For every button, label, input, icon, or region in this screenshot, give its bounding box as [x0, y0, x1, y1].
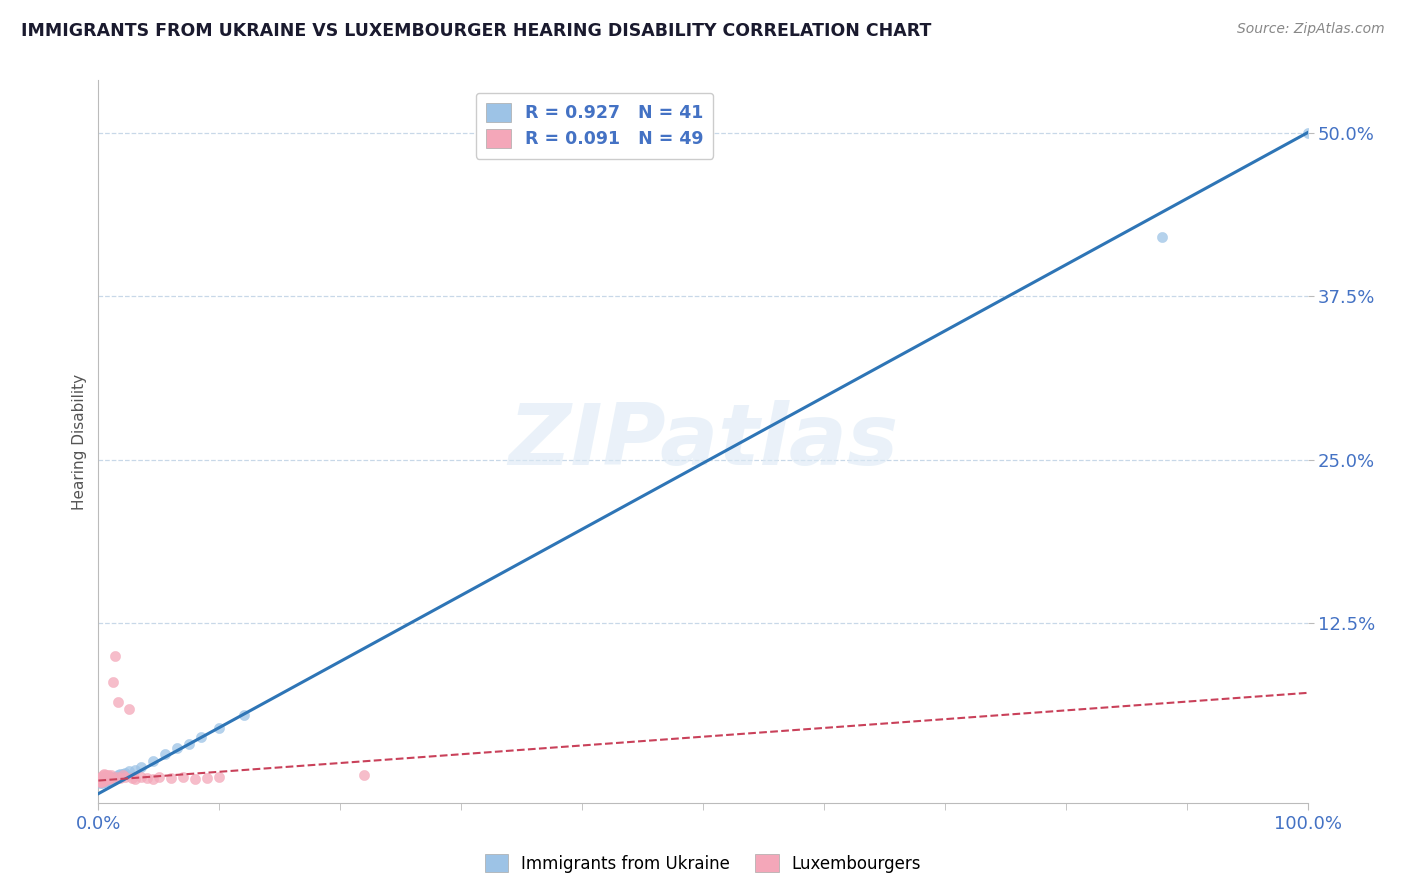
Point — [93, 771, 115, 785]
Point — [94, 772, 117, 787]
Point — [100, 772, 122, 787]
Point — [94, 768, 117, 782]
Point — [89, 773, 111, 788]
Text: IMMIGRANTS FROM UKRAINE VS LUXEMBOURGER HEARING DISABILITY CORRELATION CHART: IMMIGRANTS FROM UKRAINE VS LUXEMBOURGER … — [21, 22, 931, 40]
Point — [96, 770, 118, 784]
Point — [124, 763, 146, 777]
Point — [1152, 230, 1174, 244]
Point — [96, 773, 118, 788]
Point — [353, 768, 375, 782]
Point — [93, 773, 115, 788]
Point — [107, 695, 129, 709]
Point — [90, 773, 112, 788]
Point — [93, 771, 115, 785]
Point — [91, 773, 114, 788]
Text: ZIPatlas: ZIPatlas — [508, 400, 898, 483]
Point — [89, 775, 111, 789]
Point — [232, 708, 254, 723]
Point — [91, 770, 114, 784]
Point — [91, 771, 114, 785]
Point — [90, 773, 112, 788]
Point — [166, 740, 188, 755]
Legend: Immigrants from Ukraine, Luxembourgers: Immigrants from Ukraine, Luxembourgers — [478, 847, 928, 880]
Point — [118, 701, 141, 715]
Point — [105, 770, 128, 784]
Point — [91, 775, 114, 789]
Point — [93, 775, 115, 789]
Point — [94, 773, 117, 788]
Point — [148, 770, 170, 784]
Point — [94, 772, 117, 787]
Point — [160, 771, 183, 785]
Point — [97, 772, 120, 787]
Point — [93, 773, 115, 788]
Y-axis label: Hearing Disability: Hearing Disability — [72, 374, 87, 509]
Point — [108, 767, 131, 781]
Point — [89, 776, 111, 790]
Point — [98, 773, 121, 788]
Point — [97, 771, 120, 785]
Point — [90, 775, 112, 789]
Point — [172, 770, 194, 784]
Point — [129, 770, 152, 784]
Point — [100, 770, 122, 784]
Point — [114, 765, 136, 780]
Point — [100, 772, 122, 787]
Point — [98, 770, 121, 784]
Point — [97, 768, 120, 782]
Point — [104, 770, 127, 784]
Point — [195, 771, 218, 785]
Point — [90, 772, 112, 787]
Point — [91, 773, 114, 788]
Point — [135, 771, 157, 785]
Point — [104, 649, 127, 664]
Point — [111, 767, 134, 781]
Point — [91, 772, 114, 787]
Point — [89, 772, 111, 787]
Point — [100, 768, 122, 782]
Point — [101, 771, 124, 785]
Point — [190, 731, 212, 745]
Point — [101, 675, 124, 690]
Point — [93, 772, 115, 787]
Point — [98, 772, 121, 787]
Point — [121, 771, 143, 785]
Point — [90, 770, 112, 784]
Point — [91, 772, 114, 787]
Point — [208, 721, 231, 735]
Point — [1296, 126, 1319, 140]
Point — [118, 764, 141, 779]
Point — [96, 771, 118, 785]
Point — [100, 771, 122, 785]
Point — [103, 771, 125, 785]
Point — [94, 771, 117, 785]
Point — [184, 772, 207, 787]
Point — [114, 770, 136, 784]
Text: Source: ZipAtlas.com: Source: ZipAtlas.com — [1237, 22, 1385, 37]
Point — [91, 776, 114, 790]
Point — [91, 771, 114, 785]
Point — [107, 768, 129, 782]
Point — [105, 770, 128, 784]
Point — [91, 772, 114, 787]
Point — [111, 768, 134, 782]
Point — [208, 770, 231, 784]
Point — [124, 772, 146, 787]
Point — [129, 760, 152, 774]
Point — [142, 754, 165, 768]
Legend: R = 0.927   N = 41, R = 0.091   N = 49: R = 0.927 N = 41, R = 0.091 N = 49 — [475, 93, 713, 159]
Point — [96, 772, 118, 787]
Point — [179, 737, 201, 751]
Point — [97, 773, 120, 788]
Point — [142, 772, 165, 787]
Point — [108, 771, 131, 785]
Point — [93, 767, 115, 781]
Point — [90, 775, 112, 789]
Point — [91, 768, 114, 782]
Point — [91, 773, 114, 788]
Point — [153, 747, 176, 762]
